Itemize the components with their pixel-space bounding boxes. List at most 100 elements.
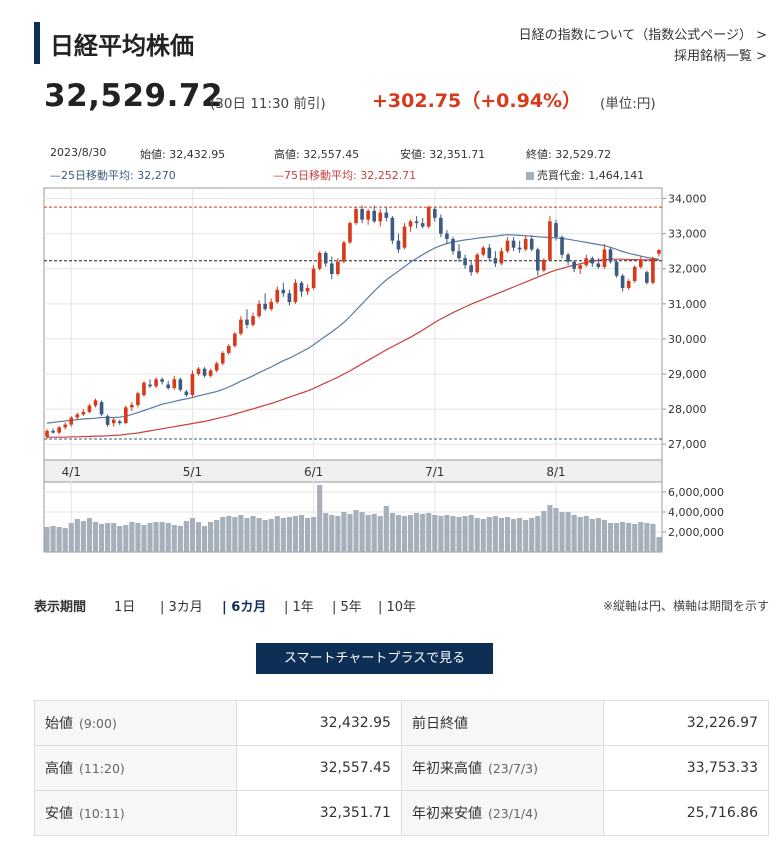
candle-body: [208, 370, 213, 376]
candle-body: [299, 282, 304, 292]
volume-bar: [401, 516, 408, 552]
candle-body: [584, 258, 589, 266]
candle-body: [608, 249, 613, 262]
index-about-link[interactable]: 日経の指数について（指数公式ページ） >: [519, 24, 767, 43]
period-option[interactable]: | 3カ月: [160, 600, 203, 615]
info-high: 高値: 32,557.45: [274, 148, 360, 161]
candle-body: [578, 265, 583, 269]
candle-body: [251, 316, 255, 325]
candle-body: [372, 210, 377, 222]
stats-value: 32,432.95: [235, 700, 402, 746]
volume-bar: [280, 518, 286, 552]
volume-bar: [450, 516, 456, 552]
candle-body: [402, 226, 407, 248]
volume-bar: [232, 517, 238, 552]
volume-bar: [244, 518, 250, 552]
volume-swatch: [526, 172, 534, 180]
volume-bar: [123, 525, 129, 552]
candle-body: [505, 240, 510, 252]
volume-bar: [377, 516, 383, 552]
candle-body: [396, 240, 401, 250]
candle-body: [554, 223, 558, 238]
x-axis-band: [43, 459, 663, 483]
volume-bar: [607, 523, 614, 552]
candle-body: [148, 384, 152, 387]
volume-bar: [80, 521, 86, 552]
volume-bar: [395, 515, 402, 552]
candle-body: [166, 384, 171, 389]
candle-body: [99, 402, 104, 415]
period-option[interactable]: | 5年: [332, 600, 362, 615]
candle-body: [651, 258, 655, 283]
candle-body: [245, 319, 249, 325]
volume-bar: [613, 523, 620, 552]
candle-body: [390, 217, 395, 241]
index-about-link-label[interactable]: 日経の指数について（指数公式ページ）: [518, 28, 752, 43]
candle-body: [535, 249, 540, 271]
price-panel-frame: [43, 187, 663, 461]
stats-value: 32,351.71: [235, 790, 402, 836]
period-option[interactable]: | 1年: [284, 600, 314, 615]
chevron-right-icon: >: [756, 28, 767, 43]
volume-bar: [583, 516, 589, 552]
volume-bar: [153, 522, 159, 552]
candle-body: [590, 258, 595, 264]
volume-bar: [426, 513, 432, 552]
volume-bar: [159, 522, 165, 552]
stats-label: 年初来高値 (23/7/3): [400, 745, 604, 791]
volume-bar: [371, 514, 377, 552]
info-close: 終値: 32,529.72: [526, 148, 612, 161]
info-date: 2023/8/30: [50, 146, 107, 159]
volume-bar: [365, 515, 371, 552]
volume-bar: [250, 516, 256, 552]
x-tick-label: 6/1: [304, 465, 323, 479]
candle-body: [614, 261, 619, 276]
components-list-link[interactable]: 採用銘柄一覧 >: [674, 45, 767, 64]
candle-body: [329, 263, 334, 274]
volume-bar: [389, 513, 395, 552]
volume-bar: [535, 516, 541, 552]
volume-bar: [432, 515, 438, 552]
candle-body: [348, 223, 352, 243]
candle-body: [87, 405, 92, 412]
candle-body: [481, 247, 486, 255]
volume-bar: [117, 526, 123, 552]
candle-body: [487, 247, 492, 259]
volume-bar: [510, 519, 517, 552]
volume-bar: [274, 516, 280, 552]
legend-ma75: —75日移動平均: 32,252.71: [273, 169, 417, 182]
components-list-link-label[interactable]: 採用銘柄一覧: [673, 49, 752, 64]
volume-bar: [498, 518, 505, 552]
candle-body: [75, 414, 80, 418]
volume-bar: [177, 526, 183, 552]
info-low: 安値: 32,351.71: [400, 148, 486, 161]
period-option[interactable]: | 6カ月: [222, 600, 267, 615]
info-open: 始値: 32,432.95: [140, 148, 226, 161]
volume-bar: [317, 485, 323, 552]
volume-bar: [553, 508, 559, 552]
volume-bar: [329, 515, 335, 552]
candle-body: [281, 289, 286, 294]
volume-bar: [62, 528, 68, 552]
stats-time: (10:11): [79, 806, 125, 821]
candle-body: [493, 258, 498, 264]
candle-body: [111, 419, 116, 424]
price-tick-label: 27,000: [668, 438, 707, 451]
legend-ma25: —25日移動平均: 32,270: [50, 169, 176, 182]
volume-bar: [292, 516, 299, 552]
volume-bar: [644, 523, 650, 552]
candle-body: [172, 379, 177, 389]
stats-label: 前日終値: [400, 700, 604, 746]
stats-label: 安値 (10:11): [34, 790, 237, 836]
candle-body: [336, 261, 340, 274]
volume-bar: [638, 522, 644, 552]
candle-body: [136, 393, 140, 405]
period-option[interactable]: | 10年: [378, 600, 417, 615]
candle-body: [632, 266, 637, 282]
period-option[interactable]: 1日: [114, 600, 136, 615]
legend-volume-label: 売買代金: 1,464,141: [537, 169, 645, 182]
volume-bar: [456, 517, 462, 552]
smart-chart-button[interactable]: スマートチャートプラスで見る: [256, 643, 493, 674]
price-tick-label: 34,000: [668, 193, 707, 206]
volume-bar: [220, 517, 226, 552]
